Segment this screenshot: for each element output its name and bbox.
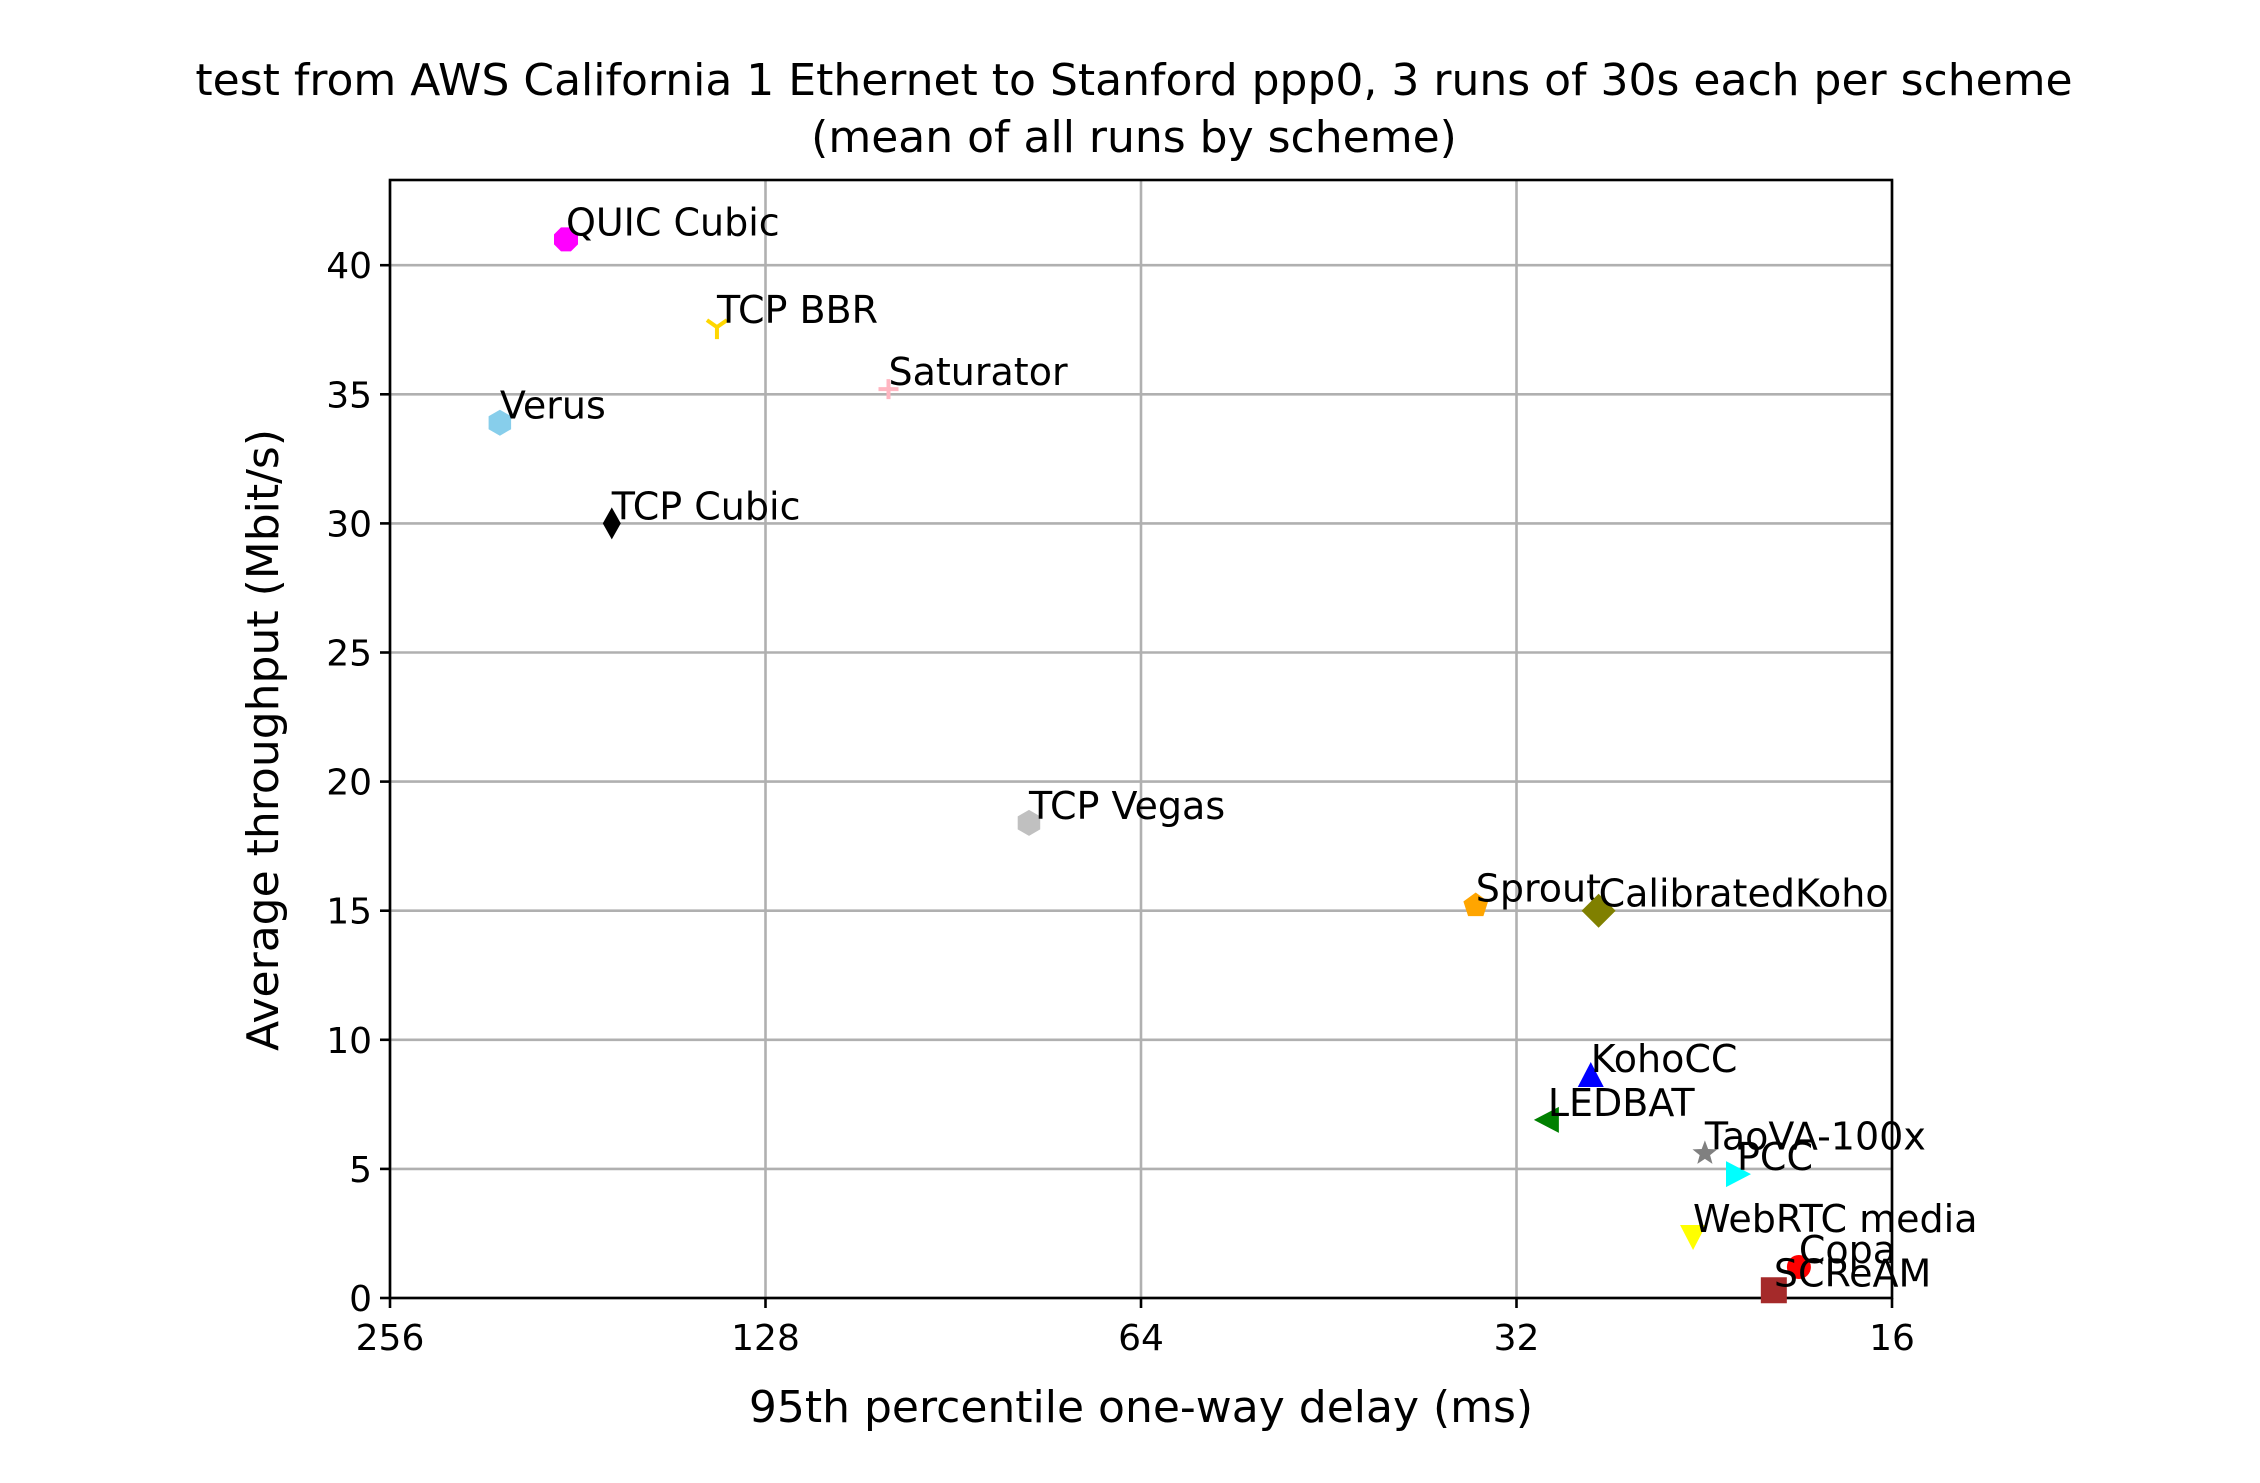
point-webrtc-media: WebRTC media <box>1680 1197 1978 1251</box>
point-label: KohoCC <box>1591 1037 1738 1081</box>
y-tick-label: 5 <box>349 1150 372 1191</box>
marker-pcc <box>1726 1161 1752 1188</box>
point-label: SCReAM <box>1774 1251 1932 1295</box>
marker-tcp-vegas <box>1017 809 1041 836</box>
point-label: TCP Cubic <box>611 484 801 528</box>
marker-taova-100x <box>1692 1140 1718 1164</box>
point-sprout: Sprout <box>1463 867 1601 917</box>
marker-webrtc-media <box>1680 1225 1707 1251</box>
chart-title: test from AWS California 1 Ethernet to S… <box>195 55 2072 106</box>
point-label: TaoVA-100x <box>1704 1114 1926 1158</box>
y-axis-title: Average throughput (Mbit/s) <box>238 429 289 1051</box>
point-label: PCC <box>1737 1135 1813 1179</box>
point-label: TCP BBR <box>716 288 878 332</box>
point-tcp-vegas: TCP Vegas <box>1017 784 1225 836</box>
point-tcp-bbr: TCP BBR <box>705 288 878 340</box>
x-axis-ticks: 256 128 64 32 16 <box>356 1298 1915 1359</box>
y-tick-label: 35 <box>326 375 372 416</box>
point-tcp-cubic: TCP Cubic <box>602 484 801 540</box>
marker-scream <box>1760 1277 1787 1304</box>
x-tick-label: 16 <box>1869 1318 1915 1359</box>
point-label: LEDBAT <box>1548 1081 1696 1125</box>
chart-subtitle: (mean of all runs by scheme) <box>811 112 1457 163</box>
x-axis-title: 95th percentile one-way delay (ms) <box>749 1382 1533 1433</box>
y-tick-label: 30 <box>326 504 372 545</box>
y-tick-label: 20 <box>326 763 372 804</box>
point-label: Verus <box>500 384 606 428</box>
point-calibratedkoho: CalibratedKoho <box>1581 872 1889 928</box>
point-quic-cubic: QUIC Cubic <box>554 200 780 252</box>
point-label: QUIC Cubic <box>566 200 780 244</box>
point-label: Sprout <box>1476 867 1601 911</box>
marker-sprout <box>1463 892 1489 917</box>
grid-layer <box>388 180 1894 1300</box>
point-ledbat: LEDBAT <box>1533 1081 1696 1133</box>
point-label: TCP Vegas <box>1028 784 1225 828</box>
marker-verus <box>488 409 512 436</box>
x-tick-label: 256 <box>356 1318 425 1359</box>
y-tick-label: 10 <box>326 1021 372 1062</box>
point-label: WebRTC media <box>1693 1197 1977 1241</box>
marker-kohocc <box>1577 1061 1604 1087</box>
point-pcc: PCC <box>1726 1135 1813 1188</box>
marker-tcp-bbr <box>705 318 729 340</box>
y-tick-label: 15 <box>326 892 372 933</box>
y-tick-label: 40 <box>326 246 372 287</box>
marker-copa <box>1786 1255 1811 1280</box>
point-saturator: Saturator <box>878 350 1068 400</box>
marker-ledbat <box>1533 1106 1559 1133</box>
marker-tcp-cubic <box>602 507 621 540</box>
point-label: Copa <box>1799 1228 1896 1272</box>
point-label: Saturator <box>889 350 1068 394</box>
point-scream: SCReAM <box>1760 1251 1932 1304</box>
plot-frame <box>388 178 1894 1300</box>
marker-saturator <box>878 379 899 400</box>
y-tick-label: 0 <box>349 1279 372 1320</box>
marker-quic-cubic <box>554 227 578 252</box>
point-verus: Verus <box>488 384 606 436</box>
x-tick-label: 128 <box>731 1318 800 1359</box>
y-axis-ticks: 0 5 10 15 20 25 30 35 40 <box>326 246 390 1320</box>
point-label: CalibratedKoho <box>1599 872 1889 916</box>
x-tick-label: 32 <box>1494 1318 1540 1359</box>
x-tick-label: 64 <box>1118 1318 1164 1359</box>
marker-calibratedkoho <box>1581 893 1616 928</box>
point-kohocc: KohoCC <box>1577 1037 1738 1087</box>
y-tick-label: 25 <box>326 634 372 675</box>
point-copa: Copa <box>1786 1228 1896 1280</box>
point-taova-100x: TaoVA-100x <box>1692 1114 1926 1164</box>
